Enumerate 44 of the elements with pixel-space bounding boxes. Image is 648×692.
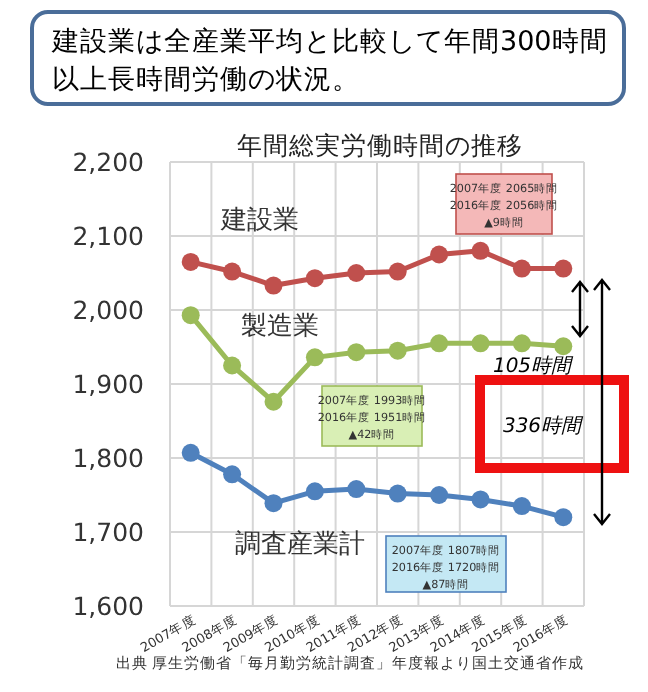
point [223, 465, 242, 484]
series-label: 建設業 [219, 206, 299, 236]
point [347, 264, 366, 282]
point [430, 486, 449, 504]
y-tick-label: 2,000 [72, 295, 145, 325]
y-tick-label: 1,900 [72, 369, 145, 399]
y-tick-label: 2,200 [72, 147, 145, 177]
point [471, 490, 490, 509]
chart-title: 建設業は全産業平均と比較して年間300時間以上長時間労働の状況。 [50, 26, 608, 96]
point [471, 241, 490, 260]
point [554, 259, 573, 278]
point [554, 337, 573, 356]
series-label: 調査産業計 [235, 528, 365, 560]
point [430, 334, 449, 353]
y-tick-label: 1,800 [72, 443, 145, 473]
annotation: 105時間 [492, 354, 576, 378]
point [554, 508, 573, 527]
point [181, 443, 200, 462]
y-tick-label: 2,100 [72, 221, 145, 251]
point [388, 262, 407, 281]
point [347, 343, 366, 362]
point [264, 276, 283, 295]
point [305, 482, 324, 501]
point [305, 348, 324, 367]
point [512, 497, 531, 516]
point [388, 484, 407, 503]
point [430, 245, 449, 264]
point [512, 259, 531, 278]
chart-subtitle: 年間総実労働時間の推移 [237, 130, 523, 160]
annotation: 336時間 [502, 414, 586, 438]
y-tick-label: 1,600 [72, 591, 145, 621]
point [264, 392, 283, 411]
point [305, 269, 324, 288]
point [264, 494, 283, 513]
y-tick-label: 1,700 [72, 517, 145, 547]
point [347, 480, 366, 499]
point [181, 252, 200, 271]
series-label: 製造業 [241, 312, 319, 342]
point [512, 334, 531, 353]
point [223, 356, 242, 375]
point [388, 341, 407, 360]
point [471, 334, 490, 353]
point [181, 306, 200, 325]
point [223, 262, 242, 281]
